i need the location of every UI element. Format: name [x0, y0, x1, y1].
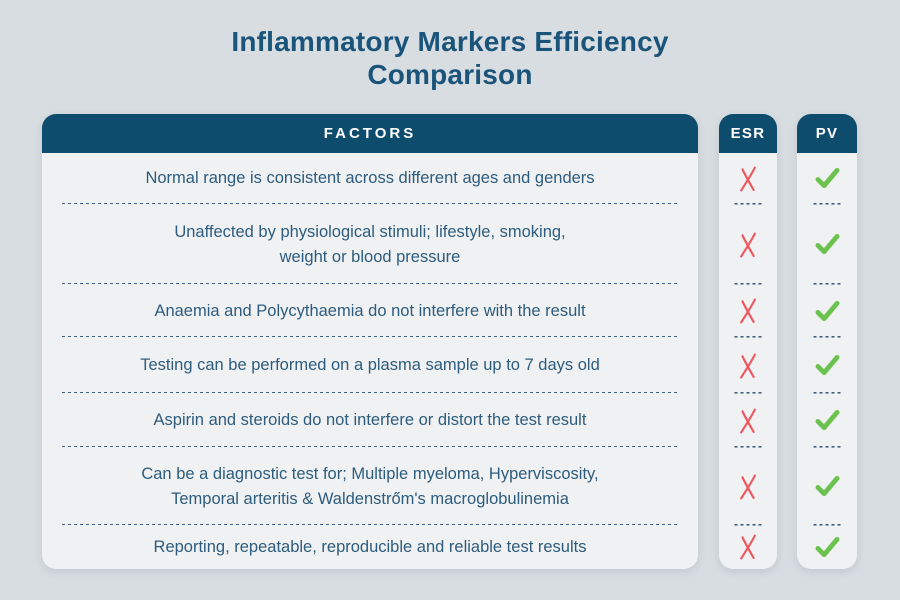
pv-header: PV: [797, 113, 857, 153]
factor-row: Unaffected by physiological stimuli; lif…: [42, 205, 698, 285]
pv-cell: [797, 153, 857, 205]
pv-cell: [797, 448, 857, 526]
esr-cell: [719, 338, 777, 394]
factor-text: Can be a diagnostic test for; Multiple m…: [141, 464, 599, 508]
factor-row: Normal range is consistent across differ…: [42, 153, 698, 205]
pv-cell: [797, 394, 857, 448]
check-mark-icon: [814, 536, 841, 559]
factor-text: Reporting, repeatable, reproducible and …: [153, 537, 587, 556]
esr-cell: [719, 153, 777, 205]
esr-column: ESR: [719, 113, 777, 569]
comparison-table: FACTORS Normal range is consistent acros…: [0, 113, 900, 569]
x-mark-icon: [737, 473, 759, 501]
esr-header: ESR: [719, 113, 777, 153]
factors-rows: Normal range is consistent across differ…: [42, 153, 698, 569]
x-mark-icon: [737, 407, 759, 435]
factor-text: Anaemia and Polycythaemia do not interfe…: [154, 301, 586, 320]
factor-row: Aspirin and steroids do not interfere or…: [42, 394, 698, 448]
factor-row: Can be a diagnostic test for; Multiple m…: [42, 448, 698, 526]
x-mark-icon: [737, 533, 759, 561]
esr-cell: [719, 205, 777, 285]
factors-column: FACTORS Normal range is consistent acros…: [42, 113, 698, 569]
factor-text: Normal range is consistent across differ…: [145, 169, 595, 188]
pv-column: PV: [797, 113, 857, 569]
factor-row: Reporting, repeatable, reproducible and …: [42, 526, 698, 569]
pv-cell: [797, 338, 857, 394]
factor-text: Testing can be performed on a plasma sam…: [140, 356, 600, 375]
factor-text: Unaffected by physiological stimuli; lif…: [174, 222, 566, 266]
esr-cell: [719, 448, 777, 526]
page-title: Inflammatory Markers Efficiency Comparis…: [231, 26, 669, 90]
x-mark-icon: [737, 165, 759, 193]
check-mark-icon: [814, 409, 841, 432]
x-mark-icon: [737, 352, 759, 380]
esr-cell: [719, 526, 777, 569]
factor-row: Anaemia and Polycythaemia do not interfe…: [42, 285, 698, 338]
check-mark-icon: [814, 354, 841, 377]
esr-cell: [719, 394, 777, 448]
pv-cell: [797, 526, 857, 569]
check-mark-icon: [814, 167, 841, 190]
pv-cell: [797, 285, 857, 338]
check-mark-icon: [814, 300, 841, 323]
check-mark-icon: [814, 475, 841, 498]
esr-cell: [719, 285, 777, 338]
x-mark-icon: [737, 297, 759, 325]
check-mark-icon: [814, 233, 841, 256]
factors-header: FACTORS: [42, 113, 698, 153]
factor-row: Testing can be performed on a plasma sam…: [42, 338, 698, 394]
x-mark-icon: [737, 231, 759, 259]
factor-text: Aspirin and steroids do not interfere or…: [153, 411, 587, 430]
pv-cell: [797, 205, 857, 285]
esr-rows: [719, 153, 777, 569]
pv-rows: [797, 153, 857, 569]
